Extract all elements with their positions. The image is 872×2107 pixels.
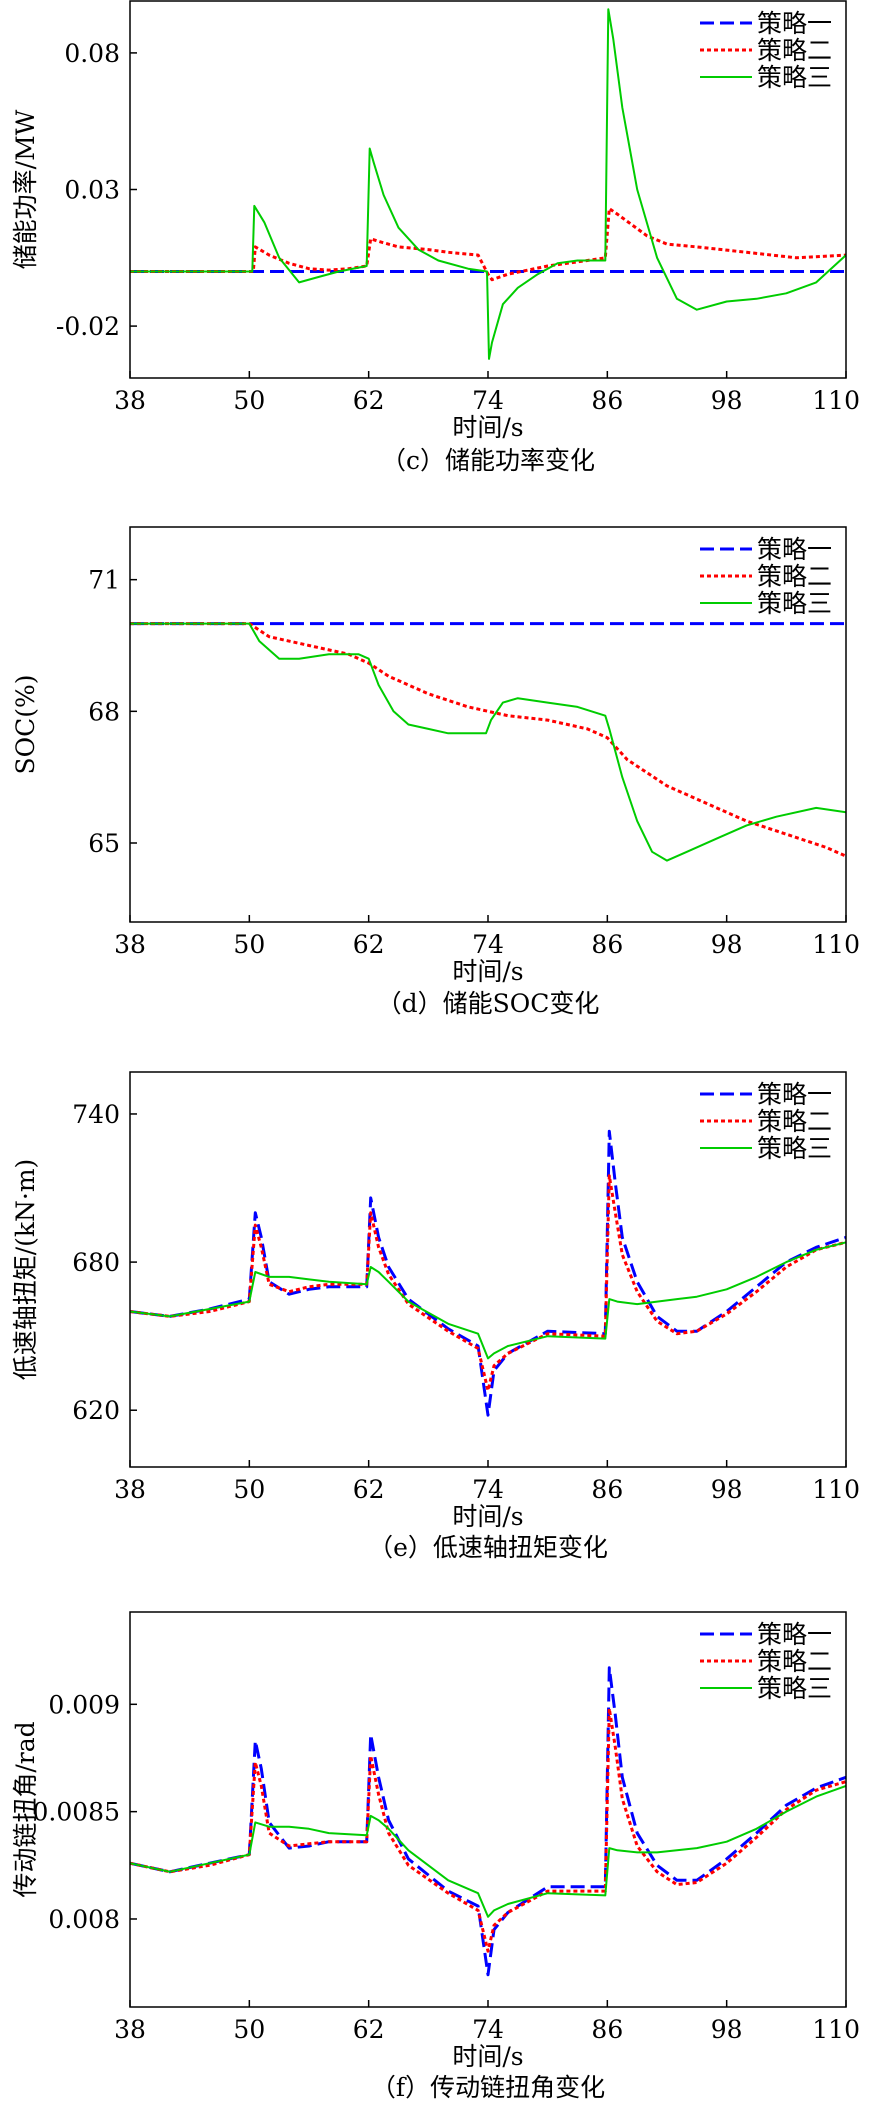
x-tick-label: 110 <box>812 386 860 415</box>
x-axis-label: 时间/s <box>452 957 523 986</box>
series-line-1 <box>130 1666 846 1977</box>
x-tick-label: 74 <box>472 386 504 415</box>
legend-label-2: 策略二 <box>757 1647 832 1676</box>
legend-label-3: 策略三 <box>757 1134 832 1163</box>
y-tick-label: 0.008 <box>48 1905 120 1934</box>
chart-caption: （c）储能功率变化 <box>381 446 595 475</box>
x-tick-label: 74 <box>472 2015 504 2044</box>
legend-label-3: 策略三 <box>757 63 832 92</box>
x-tick-label: 62 <box>353 386 385 415</box>
x-tick-label: 110 <box>812 2015 860 2044</box>
legend-label-3: 策略三 <box>757 589 832 618</box>
x-tick-label: 98 <box>711 2015 743 2044</box>
series-line-3 <box>130 1241 846 1360</box>
x-tick-label: 98 <box>711 1475 743 1504</box>
x-tick-label: 74 <box>472 1475 504 1504</box>
x-tick-label: 98 <box>711 386 743 415</box>
series-line-2 <box>130 622 846 858</box>
chart-panel-f: 38 50 62 74 86 98 110 0.008 0.0085 0.009 时间/s 传动链扭角… <box>11 1611 860 2102</box>
x-tick-label: 86 <box>591 1475 623 1504</box>
x-tick-label: 38 <box>114 2015 146 2044</box>
x-tick-label: 86 <box>591 2015 623 2044</box>
y-axis-label: 低速轴扭矩/(kN·m) <box>11 1159 40 1381</box>
x-tick-label: 62 <box>353 2015 385 2044</box>
y-tick-label: 0.08 <box>64 39 120 68</box>
plot-frame <box>129 1611 847 2008</box>
plot-frame <box>129 526 847 923</box>
x-tick-label: 98 <box>711 930 743 959</box>
chart-panel-c: 38 50 62 74 86 98 110 -0.02 0.03 0.08 时间/s 储能功率/MW （… <box>11 0 860 475</box>
chart-caption: （f）传动链扭角变化 <box>371 2073 605 2102</box>
legend-label-2: 策略二 <box>757 36 832 65</box>
x-tick-label: 86 <box>591 386 623 415</box>
x-axis-label: 时间/s <box>452 2042 523 2071</box>
legend-label-1: 策略一 <box>757 1080 832 1109</box>
x-tick-label: 50 <box>233 1475 265 1504</box>
x-tick-label: 110 <box>812 930 860 959</box>
series-line-2 <box>130 1174 846 1392</box>
x-tick-label: 38 <box>114 386 146 415</box>
legend-label-1: 策略一 <box>757 1620 832 1649</box>
x-tick-label: 86 <box>591 930 623 959</box>
legend-label-2: 策略二 <box>757 562 832 591</box>
x-tick-label: 50 <box>233 2015 265 2044</box>
x-tick-label: 38 <box>114 930 146 959</box>
y-tick-label: 0.0085 <box>33 1798 120 1827</box>
y-tick-label: 680 <box>72 1248 120 1277</box>
x-tick-label: 110 <box>812 1475 860 1504</box>
series-line-3 <box>130 8 846 360</box>
chart-caption: （d）储能SOC变化 <box>377 989 600 1018</box>
y-tick-label: 0.009 <box>48 1690 120 1719</box>
y-axis-label: 传动链扭角/rad <box>11 1721 40 1897</box>
chart-panel-d: 38 50 62 74 86 98 110 65 68 71 时间/s SOC(%) （d）储能SOC变… <box>11 526 860 1018</box>
series-line-2 <box>130 1707 846 1953</box>
y-tick-label: 71 <box>88 566 120 595</box>
legend-label-3: 策略三 <box>757 1674 832 1703</box>
x-tick-label: 62 <box>353 1475 385 1504</box>
y-tick-label: 68 <box>88 697 120 726</box>
y-tick-label: -0.02 <box>56 312 120 341</box>
y-tick-label: 0.03 <box>64 176 120 205</box>
chart-panel-e: 38 50 62 74 86 98 110 620 680 740 时间/s 低速轴扭矩/(kN·m)… <box>11 1071 860 1562</box>
y-axis-label: SOC(%) <box>11 674 40 774</box>
x-tick-label: 74 <box>472 930 504 959</box>
y-tick-label: 620 <box>72 1396 120 1425</box>
y-tick-label: 65 <box>88 829 120 858</box>
x-axis-label: 时间/s <box>452 1502 523 1531</box>
legend-label-2: 策略二 <box>757 1107 832 1136</box>
y-axis-label: 储能功率/MW <box>11 109 40 269</box>
x-tick-label: 50 <box>233 930 265 959</box>
y-tick-label: 740 <box>72 1100 120 1129</box>
x-tick-label: 62 <box>353 930 385 959</box>
x-tick-label: 50 <box>233 386 265 415</box>
series-line-1 <box>130 1129 846 1417</box>
series-line-3 <box>130 1784 846 1918</box>
x-tick-label: 38 <box>114 1475 146 1504</box>
legend-label-1: 策略一 <box>757 9 832 38</box>
series-line-3 <box>130 622 846 862</box>
series-line-2 <box>130 207 846 282</box>
legend-label-1: 策略一 <box>757 535 832 564</box>
chart-caption: （e）低速轴扭矩变化 <box>368 1533 608 1562</box>
x-axis-label: 时间/s <box>452 413 523 442</box>
